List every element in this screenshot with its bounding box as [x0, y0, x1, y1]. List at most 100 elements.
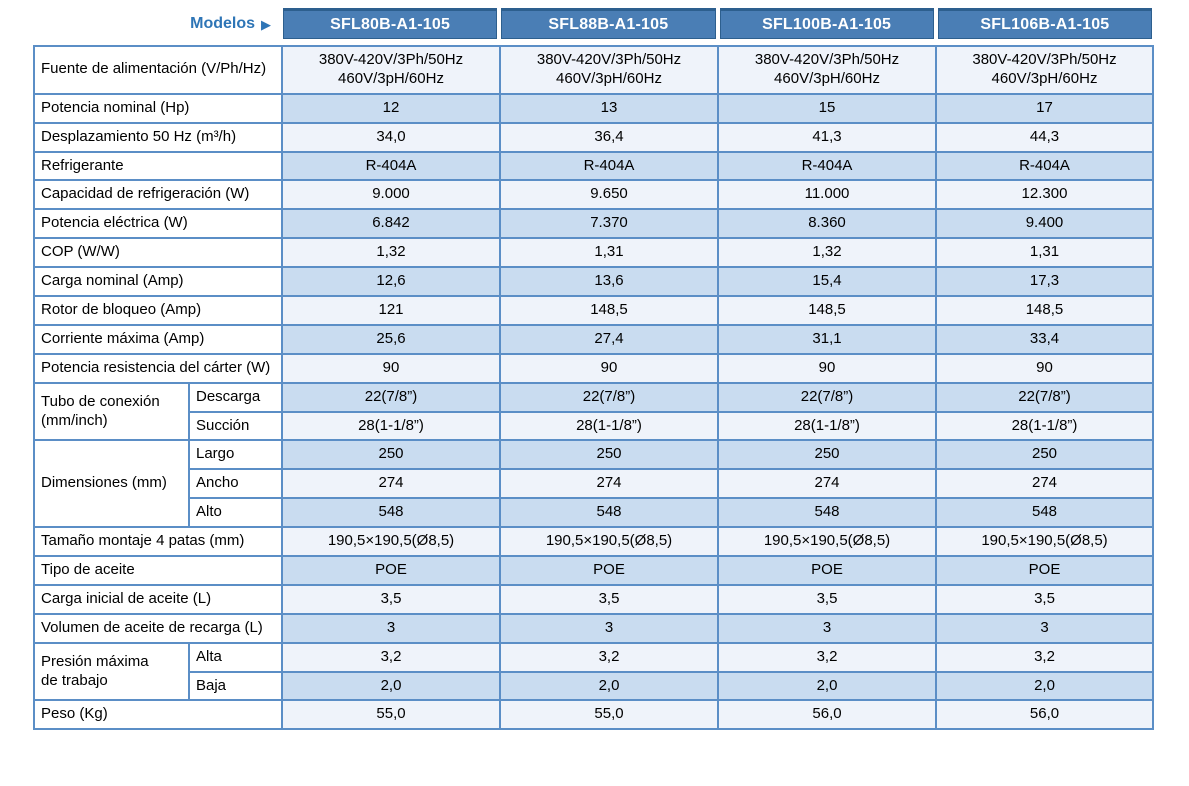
spec-value-cell: 25,6 — [281, 323, 501, 355]
spec-value-cell: 90 — [935, 352, 1154, 384]
spec-value-cell: 250 — [499, 439, 719, 471]
spec-value-cell: 12,6 — [281, 266, 501, 298]
spec-value-cell: 274 — [717, 468, 937, 500]
table-row: Corriente máxima (Amp) 25,6 27,4 31,1 33,4 — [33, 323, 1154, 355]
table-row: Fuente de alimentación (V/Ph/Hz) 380V-420… — [33, 45, 1154, 95]
spec-value-cell: 380V-420V/3Ph/50Hz 460V/3pH/60Hz — [281, 45, 501, 95]
spec-value-cell: POE — [935, 555, 1154, 586]
spec-value-cell: 274 — [499, 468, 719, 500]
spec-value-cell: 3 — [935, 612, 1154, 644]
spec-value-cell: 380V-420V/3Ph/50Hz 460V/3pH/60Hz — [935, 45, 1154, 95]
row-label: Carga inicial de aceite (L) — [33, 583, 283, 615]
spec-value-cell: 1,31 — [499, 237, 719, 269]
table-row: Presión máxima de trabajo Alta 3,2 3,2 3,2 3,… — [33, 641, 1154, 702]
spec-value-cell: 36,4 — [499, 121, 719, 153]
table-row: Baja 2,0 2,0 2,0 2,0 — [34, 670, 1154, 702]
spec-value-cell: 3,2 — [499, 641, 719, 673]
table-row: Tamaño montaje 4 patas (mm) 190,5×190,5(Ø… — [33, 526, 1154, 558]
spec-value-cell: 13,6 — [499, 266, 719, 298]
table-row: Volumen de aceite de recarga (L) 3 3 3 3 — [33, 612, 1154, 644]
spec-value-cell: 274 — [935, 468, 1154, 500]
row-sub-label: Ancho — [188, 468, 283, 500]
table-row: Potencia resistencia del cárter (W) 90 90 9… — [33, 352, 1154, 384]
spec-value-cell: 9.400 — [935, 208, 1154, 240]
spec-value-cell: 28(1-1/8”) — [499, 410, 719, 442]
spec-value-cell: 548 — [281, 497, 501, 529]
row-sub-label: Alto — [188, 497, 283, 529]
spec-value-cell: 3,5 — [281, 583, 501, 615]
spec-value-cell: 3,5 — [717, 583, 937, 615]
spec-value-cell: 12.300 — [935, 179, 1154, 211]
row-sub-label: Descarga — [188, 381, 283, 413]
spec-value-cell: 380V-420V/3Ph/50Hz 460V/3pH/60Hz — [499, 45, 719, 95]
models-header-row: Modelos ▶ SFL80B-A1-105 SFL88B-A1-105 SF… — [33, 8, 1152, 39]
row-label: Refrigerante — [33, 150, 283, 182]
table-row: Potencia eléctrica (W) 6.842 7.370 8.360 9.4… — [33, 208, 1154, 240]
spec-value-cell: 12 — [281, 92, 501, 124]
spec-value-cell: 250 — [281, 439, 501, 471]
spec-value-cell: 17,3 — [935, 266, 1154, 298]
table-row: Potencia nominal (Hp) 12 13 15 17 — [33, 92, 1154, 124]
row-label: Carga nominal (Amp) — [33, 266, 283, 298]
spec-value-cell: 274 — [281, 468, 501, 500]
spec-value-cell: 380V-420V/3Ph/50Hz 460V/3pH/60Hz — [717, 45, 937, 95]
table-row: Alto 548 548 548 548 — [34, 497, 1154, 529]
spec-value-cell: 2,0 — [499, 670, 719, 702]
spec-value-cell: 3 — [499, 612, 719, 644]
spec-value-cell: R-404A — [499, 150, 719, 182]
spec-value-cell: 190,5×190,5(Ø8,5) — [281, 526, 501, 558]
row-sub-label: Baja — [188, 670, 283, 702]
spec-value-cell: 22(7/8”) — [935, 381, 1154, 413]
spec-value-cell: R-404A — [717, 150, 937, 182]
spec-value-cell: 190,5×190,5(Ø8,5) — [717, 526, 937, 558]
spec-value-cell: 548 — [935, 497, 1154, 529]
spec-value-cell: 90 — [281, 352, 501, 384]
spec-value-cell: 548 — [717, 497, 937, 529]
spec-value-cell: 1,32 — [717, 237, 937, 269]
table-row: Carga nominal (Amp) 12,6 13,6 15,4 17,3 — [33, 266, 1154, 298]
spec-value-cell: 7.370 — [499, 208, 719, 240]
table-row: Dimensiones (mm) Largo 250 250 250 250 — [33, 439, 1154, 529]
spec-value-cell: 250 — [717, 439, 937, 471]
row-group-label: Presión máxima de trabajo — [33, 641, 190, 702]
spec-value-cell: 3 — [717, 612, 937, 644]
table-row: Peso (Kg) 55,0 55,0 56,0 56,0 — [33, 699, 1154, 731]
model-header-sfl80b: SFL80B-A1-105 — [283, 8, 498, 39]
spec-value-cell: 90 — [717, 352, 937, 384]
spec-value-cell: POE — [281, 555, 501, 586]
spec-value-cell: 6.842 — [281, 208, 501, 240]
spec-value-cell: 250 — [935, 439, 1154, 471]
row-label: COP (W/W) — [33, 237, 283, 269]
spec-value-cell: 33,4 — [935, 323, 1154, 355]
table-row: Refrigerante R-404A R-404A R-404A R-404A — [33, 150, 1154, 182]
row-group-label: Dimensiones (mm) — [33, 439, 190, 529]
spec-value-cell: R-404A — [935, 150, 1154, 182]
spec-value-cell: 28(1-1/8”) — [935, 410, 1154, 442]
row-label: Potencia nominal (Hp) — [33, 92, 283, 124]
table-row: COP (W/W) 1,32 1,31 1,32 1,31 — [33, 237, 1154, 269]
row-label: Volumen de aceite de recarga (L) — [33, 612, 283, 644]
spec-value-cell: 8.360 — [717, 208, 937, 240]
spec-value-cell: 22(7/8”) — [281, 381, 501, 413]
spec-value-cell: 3,2 — [935, 641, 1154, 673]
table-row: Capacidad de refrigeración (W) 9.000 9.650… — [33, 179, 1154, 211]
row-label: Desplazamiento 50 Hz (m³/h) — [33, 121, 283, 153]
spec-value-cell: 3,5 — [499, 583, 719, 615]
spec-value-cell: 148,5 — [499, 295, 719, 326]
spec-value-cell: POE — [499, 555, 719, 586]
spec-sheet: Modelos ▶ SFL80B-A1-105 SFL88B-A1-105 SF… — [33, 8, 1154, 731]
spec-value-cell: 27,4 — [499, 323, 719, 355]
row-sub-label: Alta — [188, 641, 283, 673]
spec-value-cell: 17 — [935, 92, 1154, 124]
spec-value-cell: 22(7/8”) — [717, 381, 937, 413]
spec-value-cell: 15,4 — [717, 266, 937, 298]
spec-value-cell: 121 — [281, 295, 501, 326]
spec-value-cell: 9.000 — [281, 179, 501, 211]
spec-table-body: Fuente de alimentación (V/Ph/Hz) 380V-420… — [33, 45, 1154, 731]
row-label: Tipo de aceite — [33, 555, 283, 586]
models-label-cell: Modelos ▶ — [33, 8, 281, 39]
row-label: Peso (Kg) — [33, 699, 283, 731]
spec-value-cell: 3 — [281, 612, 501, 644]
spec-value-cell: 28(1-1/8”) — [281, 410, 501, 442]
model-header-sfl106b: SFL106B-A1-105 — [937, 8, 1152, 39]
